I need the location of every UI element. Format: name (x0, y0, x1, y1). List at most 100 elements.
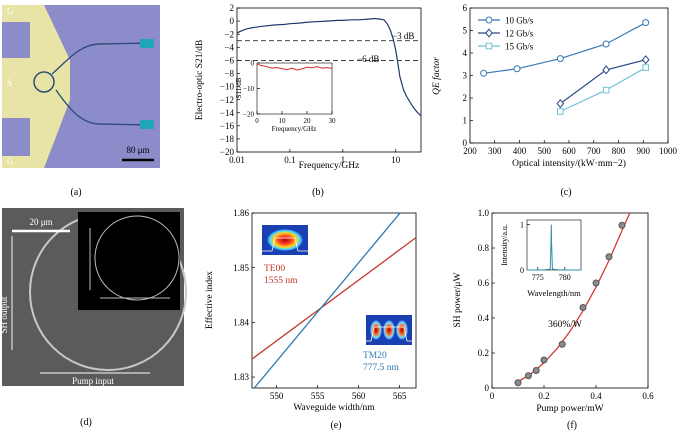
label-pump-input: Pump input (72, 376, 114, 386)
e-mode-tm20 (366, 315, 412, 345)
panel-d-micrograph: 20 μm SH output Pump input (0, 208, 187, 386)
b-inset-ytick-label: −10 (243, 85, 254, 93)
e-ytick-label: 1.83 (233, 372, 249, 382)
c-series-1-point (513, 65, 521, 73)
c-legend-marker-3 (485, 42, 493, 50)
panel-a-micrograph: G S G 80 μm (2, 5, 160, 168)
e-label-te00: TE00 (264, 264, 285, 274)
f-data-point (540, 356, 548, 364)
b-xtick-label: 10 (391, 155, 401, 165)
e-mode-te00-outline (262, 237, 308, 252)
f-xtick-label: 0 (490, 391, 495, 401)
panel-label-f: (f) (567, 420, 577, 431)
f-inset-ytick-label: 1 (520, 220, 524, 229)
f-inset-xlabel: Wavelength/nm (527, 288, 581, 298)
c-xlabel: Optical intensity/(kW·mm−2) (512, 158, 626, 169)
c-legend-marker-1 (485, 16, 493, 24)
c-legend-marker-2 (485, 28, 493, 38)
b-xlabel: Frequency/GHz (299, 161, 360, 171)
b-ytick-label: 0 (230, 16, 235, 26)
e-mode-te00-lobe (267, 229, 303, 251)
b-ytick-label: −2 (224, 29, 234, 39)
f-ytick-label: 0.8 (478, 243, 490, 253)
f-data-point (618, 221, 626, 229)
ground-electrode (2, 5, 70, 168)
bus-waveguide-top (51, 42, 151, 75)
c-xtick-label: 1000 (659, 146, 677, 156)
f-inset-ytick-label: 0 (520, 266, 524, 275)
b-inset-xtick-label: 10 (279, 117, 287, 125)
b-inset-xlabel: Frequency/GHz (272, 125, 317, 133)
c-series-1-point (556, 55, 564, 63)
c-series-2-point (641, 55, 650, 65)
e-ytick-label: 1.86 (233, 208, 249, 218)
bus-waveguide-bottom (55, 89, 151, 126)
b-inset-ytick-label: 0 (251, 59, 255, 67)
e-mode-tm20-lobe-3 (396, 320, 408, 340)
f-data-point (592, 279, 600, 287)
scale-bar-d-label: 20 μm (29, 217, 52, 227)
b-xtick-label: 0.01 (229, 155, 245, 165)
c-xtick-label: 500 (538, 146, 552, 156)
f-ytick-label: 0.6 (478, 278, 490, 288)
b-ytick-label: 2 (230, 3, 235, 13)
e-ylabel: Effective index (204, 271, 215, 329)
f-data-point (579, 304, 587, 311)
f-annotation: 360%/W (548, 320, 582, 330)
panel-label-a: (a) (70, 187, 81, 198)
f-inset-frame (526, 219, 582, 271)
b-ytick-label: −16 (220, 121, 235, 131)
e-label-tm20: TM20 (363, 351, 387, 361)
f-data-point (558, 340, 566, 348)
b-ytick-label: −8 (224, 69, 234, 79)
f-ylabel: SH power/μW (453, 272, 463, 327)
e-xtick-label: 560 (352, 391, 366, 401)
b-inset-xtick-label: 30 (329, 117, 337, 125)
sem-inset-ring (94, 215, 180, 301)
e-te00-line (252, 237, 416, 360)
label-sh-output: SH output (0, 296, 9, 333)
b-ytick-label: −18 (220, 134, 235, 144)
c-series-3-point (642, 64, 650, 71)
f-xtick-label: 0.6 (642, 391, 654, 401)
c-xtick-label: 400 (513, 146, 527, 156)
e-ytick-label: 1.85 (233, 263, 249, 273)
c-series-3-point (557, 108, 564, 115)
c-legend-label-3: 15 Gb/s (505, 42, 534, 52)
c-ylabel: QE factor (431, 57, 442, 95)
f-xtick-label: 0.2 (538, 391, 549, 401)
b-inset-ytick-label: −20 (243, 110, 254, 118)
f-ytick-label: 0 (485, 383, 490, 393)
f-inset-spectrum (527, 224, 581, 271)
c-ytick-label: 3 (463, 71, 468, 81)
e-mode-tm20-lobe-2 (383, 320, 395, 340)
label-s: S (7, 78, 12, 88)
b-inset-s11-line (256, 63, 333, 71)
c-series-2-point (556, 99, 565, 109)
c-xtick-label: 200 (463, 146, 477, 156)
label-g-bottom: G (7, 156, 14, 166)
label-g-top: G (7, 6, 14, 16)
f-data-point (532, 367, 540, 374)
panel-e-chart: 550 555 560 565 1.83 1.84 1.85 1.86 TE00 1555 n… (204, 208, 417, 413)
scale-bar-a-label: 80 μm (126, 145, 149, 155)
e-tm20-line (253, 213, 401, 388)
panel-label-e: (e) (330, 420, 341, 431)
b-ytick-label: −14 (220, 108, 235, 118)
f-inset-ylabel: Intensity/a.u. (500, 224, 509, 266)
e-ytick-label: 1.84 (233, 318, 249, 328)
c-ytick-label: 1 (463, 116, 468, 126)
e-frame (251, 212, 417, 389)
c-legend-label-1: 10 Gb/s (505, 16, 534, 26)
b-label-6db: −6 dB (357, 54, 379, 64)
f-data-point (605, 253, 613, 261)
b-xtick-label: 0.1 (284, 155, 295, 165)
b-ytick-label: −20 (220, 147, 235, 157)
b-ytick-label: −10 (220, 82, 235, 92)
microring (33, 71, 55, 93)
c-xtick-label: 300 (488, 146, 502, 156)
c-xtick-label: 900 (637, 146, 651, 156)
c-series-1-point (602, 40, 610, 48)
f-inset-xtick-label: 775 (532, 273, 544, 282)
